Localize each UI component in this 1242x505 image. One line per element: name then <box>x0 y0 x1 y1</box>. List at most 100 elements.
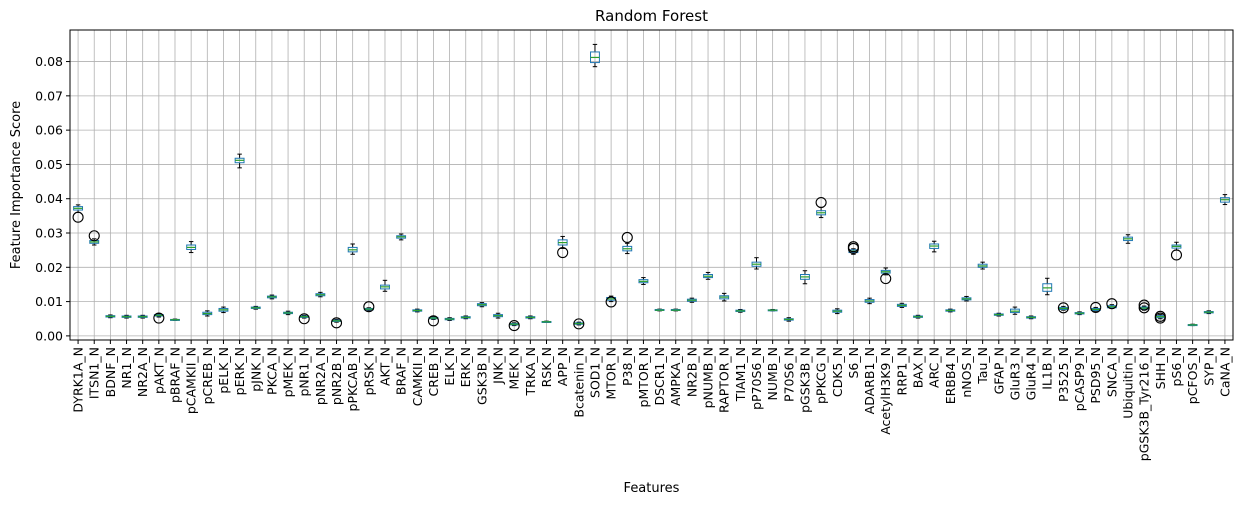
outlier-point <box>298 313 310 325</box>
x-tick-label: JNK_N <box>491 347 506 385</box>
x-tick-label: pBRAF_N <box>167 347 182 403</box>
y-axis-label: Feature Importance Score <box>9 101 24 269</box>
box-pCASP9_N <box>1074 311 1085 316</box>
x-tick-label: Ubiquitin_N <box>1121 347 1136 419</box>
x-tick-label: CAMKII_N <box>410 347 425 406</box>
box-pERK_N <box>234 153 245 169</box>
y-axis: 0.00 0.01 0.02 0.03 0.04 0.05 0.06 0.07 0.08 <box>35 54 70 343</box>
box-AMPKA_N <box>670 308 681 312</box>
y-tick-label: 0.08 <box>35 54 63 69</box>
box-TRKA_N <box>525 315 536 320</box>
box-P38_N <box>621 231 633 255</box>
x-tick-label: GSK3B_N <box>474 347 489 405</box>
box-pNR1_N <box>298 313 310 325</box>
outlier-point <box>1090 301 1102 313</box>
box-Tau_N <box>977 261 988 270</box>
box-P3525_N <box>1057 302 1069 314</box>
x-tick-label: P38_N <box>620 347 635 386</box>
x-tick-label: ADARB1_N <box>862 347 877 414</box>
x-tick-label: SHH_N <box>1153 347 1168 389</box>
box-MTOR_N <box>605 295 617 308</box>
box-NR2A_N <box>137 314 148 319</box>
box-pBRAF_N <box>170 318 180 321</box>
outlier-point <box>573 318 585 330</box>
outlier-point <box>330 317 343 329</box>
x-tick-label: NUMB_N <box>765 347 780 400</box>
x-tick-label: ERBB4_N <box>943 347 958 404</box>
x-tick-label: NR2B_N <box>684 347 699 397</box>
box-PKCA_N <box>266 294 277 300</box>
x-tick-label: NR1_N <box>119 347 134 389</box>
x-tick-label: AMPKA_N <box>668 347 683 406</box>
y-tick-label: 0.02 <box>35 260 63 275</box>
x-tick-label: AcetylH3K9_N <box>878 347 893 435</box>
box-APP_N <box>557 235 569 259</box>
box-SHH_N <box>1154 310 1166 324</box>
box-BRAF_N <box>396 233 407 241</box>
x-tick-label: pPKCAB_N <box>345 347 360 411</box>
box-nNOS_N <box>961 295 972 302</box>
x-tick-label: pCREB_N <box>200 347 215 404</box>
box-ARC_N <box>929 240 940 253</box>
x-tick-label: BAX_N <box>911 347 926 388</box>
outlier-point <box>72 211 84 223</box>
y-tick-label: 0.00 <box>35 328 63 343</box>
box-MEK_N <box>508 320 520 332</box>
x-tick-label: pNR1_N <box>297 347 312 397</box>
box-S6_N <box>847 241 859 255</box>
y-tick-label: 0.05 <box>35 157 63 172</box>
x-tick-label: CDK5_N <box>830 347 845 397</box>
box-GFAP_N <box>993 312 1004 317</box>
box-ERBB4_N <box>945 308 956 313</box>
y-grid-lines <box>70 61 1233 337</box>
box-PSD95_N <box>1090 301 1102 313</box>
outlier-point <box>88 230 100 242</box>
x-tick-label: BRAF_N <box>394 347 409 395</box>
box-TIAM1_N <box>735 308 746 313</box>
x-tick-label: P3525_N <box>1056 347 1071 402</box>
y-tick-label: 0.01 <box>35 294 63 309</box>
box-RSK_N <box>541 320 552 324</box>
x-tick-label: DYRK1A_N <box>71 347 86 413</box>
x-tick-label: MTOR_N <box>604 347 619 400</box>
box-pAKT_N <box>153 312 165 324</box>
x-tick-label: ERK_N <box>458 347 473 387</box>
x-tick-label: GluR3_N <box>1007 347 1022 400</box>
x-tick-label: ITSN1_N <box>87 347 102 399</box>
outlier-point <box>1154 310 1166 322</box>
box-pPKCAB_N <box>347 243 358 255</box>
box-pPKCG_N <box>815 196 827 219</box>
outlier-point <box>557 247 569 259</box>
x-tick-label: GluR4_N <box>1024 347 1039 400</box>
box-Ubiquitin_N <box>1123 234 1133 244</box>
outlier-point <box>815 196 827 209</box>
box-pGSK3B_N <box>800 270 810 285</box>
box-SYP_N <box>1203 310 1214 315</box>
box-SOD1_N <box>590 43 600 68</box>
x-tick-label: SYP_N <box>1201 347 1216 386</box>
x-tick-label: pMEK_N <box>281 347 296 397</box>
box-ADARB1_N <box>864 297 875 305</box>
box-JNK_N <box>493 312 503 319</box>
box-ITSN1_N <box>88 230 100 246</box>
x-tick-label: GFAP_N <box>991 347 1006 394</box>
x-tick-label: IL1B_N <box>1040 347 1055 390</box>
plot-area-frame <box>69 29 1234 341</box>
x-tick-label: DSCR1_N <box>652 347 667 406</box>
box-pMTOR_N <box>638 277 649 285</box>
box-pCFOS_N <box>1187 323 1198 327</box>
outlier-point <box>1138 299 1150 311</box>
x-tick-label: pNUMB_N <box>701 347 716 408</box>
x-tick-label: P70S6_N <box>781 347 796 402</box>
x-tick-label: RAPTOR_N <box>717 347 732 413</box>
outlier-point <box>363 301 375 313</box>
box-CAMKII_N <box>412 308 423 313</box>
x-tick-label: CaNA_N <box>1217 347 1232 397</box>
x-tick-label: pJNK_N <box>248 347 263 392</box>
box-BDNF_N <box>105 314 116 319</box>
x-tick-label: ARC_N <box>927 347 942 388</box>
x-tick-label: SNCA_N <box>1104 347 1119 397</box>
x-tick-label: pCAMKII_N <box>184 347 199 414</box>
box-GSK3B_N <box>476 302 487 308</box>
box-P70S6_N <box>783 317 794 322</box>
